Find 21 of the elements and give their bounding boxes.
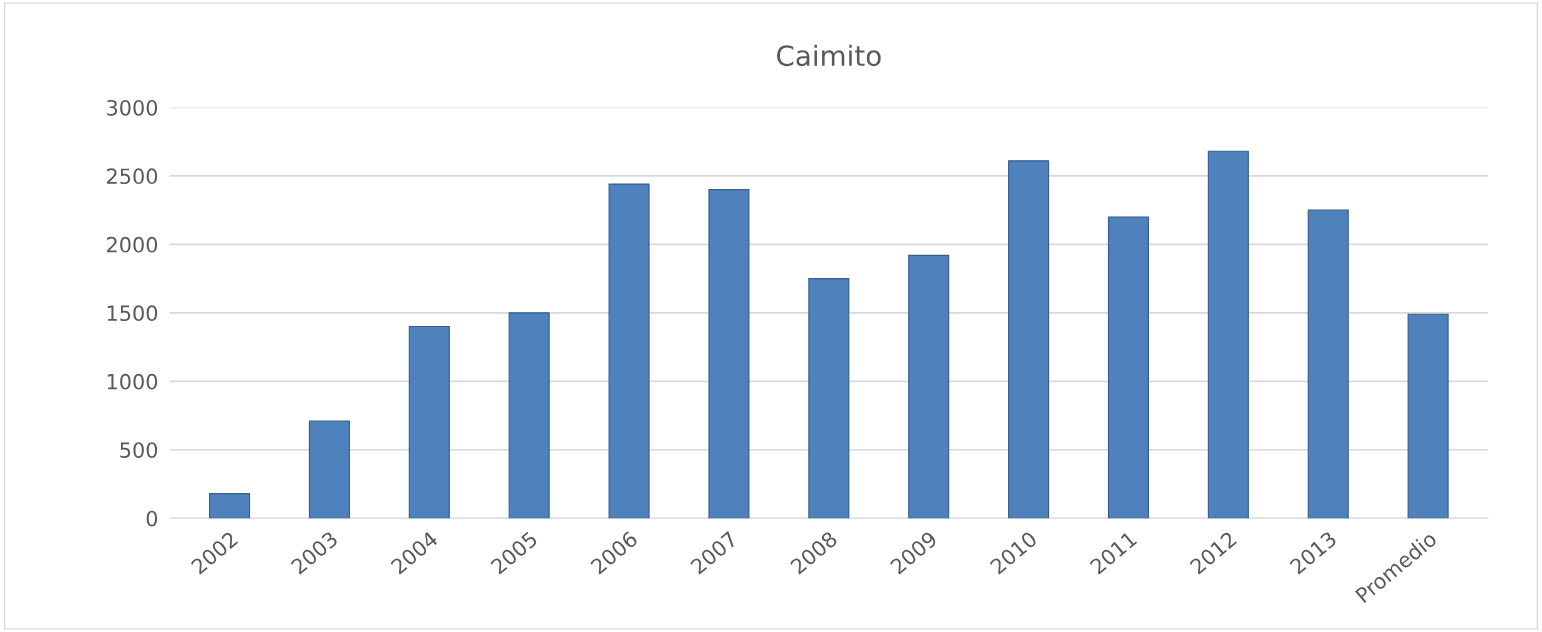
y-tick-label: 2000 bbox=[107, 236, 158, 253]
bar bbox=[708, 189, 750, 519]
y-tick-label: 500 bbox=[120, 442, 158, 458]
y-tick-label: 2500 bbox=[107, 168, 158, 185]
bar bbox=[508, 312, 550, 519]
bar bbox=[1407, 313, 1449, 519]
chart-title: Caimito bbox=[776, 44, 881, 67]
y-tick-label: 1500 bbox=[107, 305, 158, 322]
y-tick-label: 1000 bbox=[107, 373, 158, 390]
bar bbox=[608, 183, 650, 519]
bar bbox=[808, 278, 850, 519]
bar bbox=[209, 493, 251, 519]
bar bbox=[1008, 160, 1050, 519]
y-tick-label: 3000 bbox=[107, 99, 158, 116]
bar bbox=[308, 420, 350, 519]
bar bbox=[1207, 150, 1249, 519]
bar bbox=[1307, 209, 1349, 519]
bar bbox=[1107, 216, 1149, 519]
y-tick-label: 0 bbox=[146, 510, 158, 527]
bar bbox=[908, 254, 950, 519]
bar bbox=[408, 325, 450, 519]
